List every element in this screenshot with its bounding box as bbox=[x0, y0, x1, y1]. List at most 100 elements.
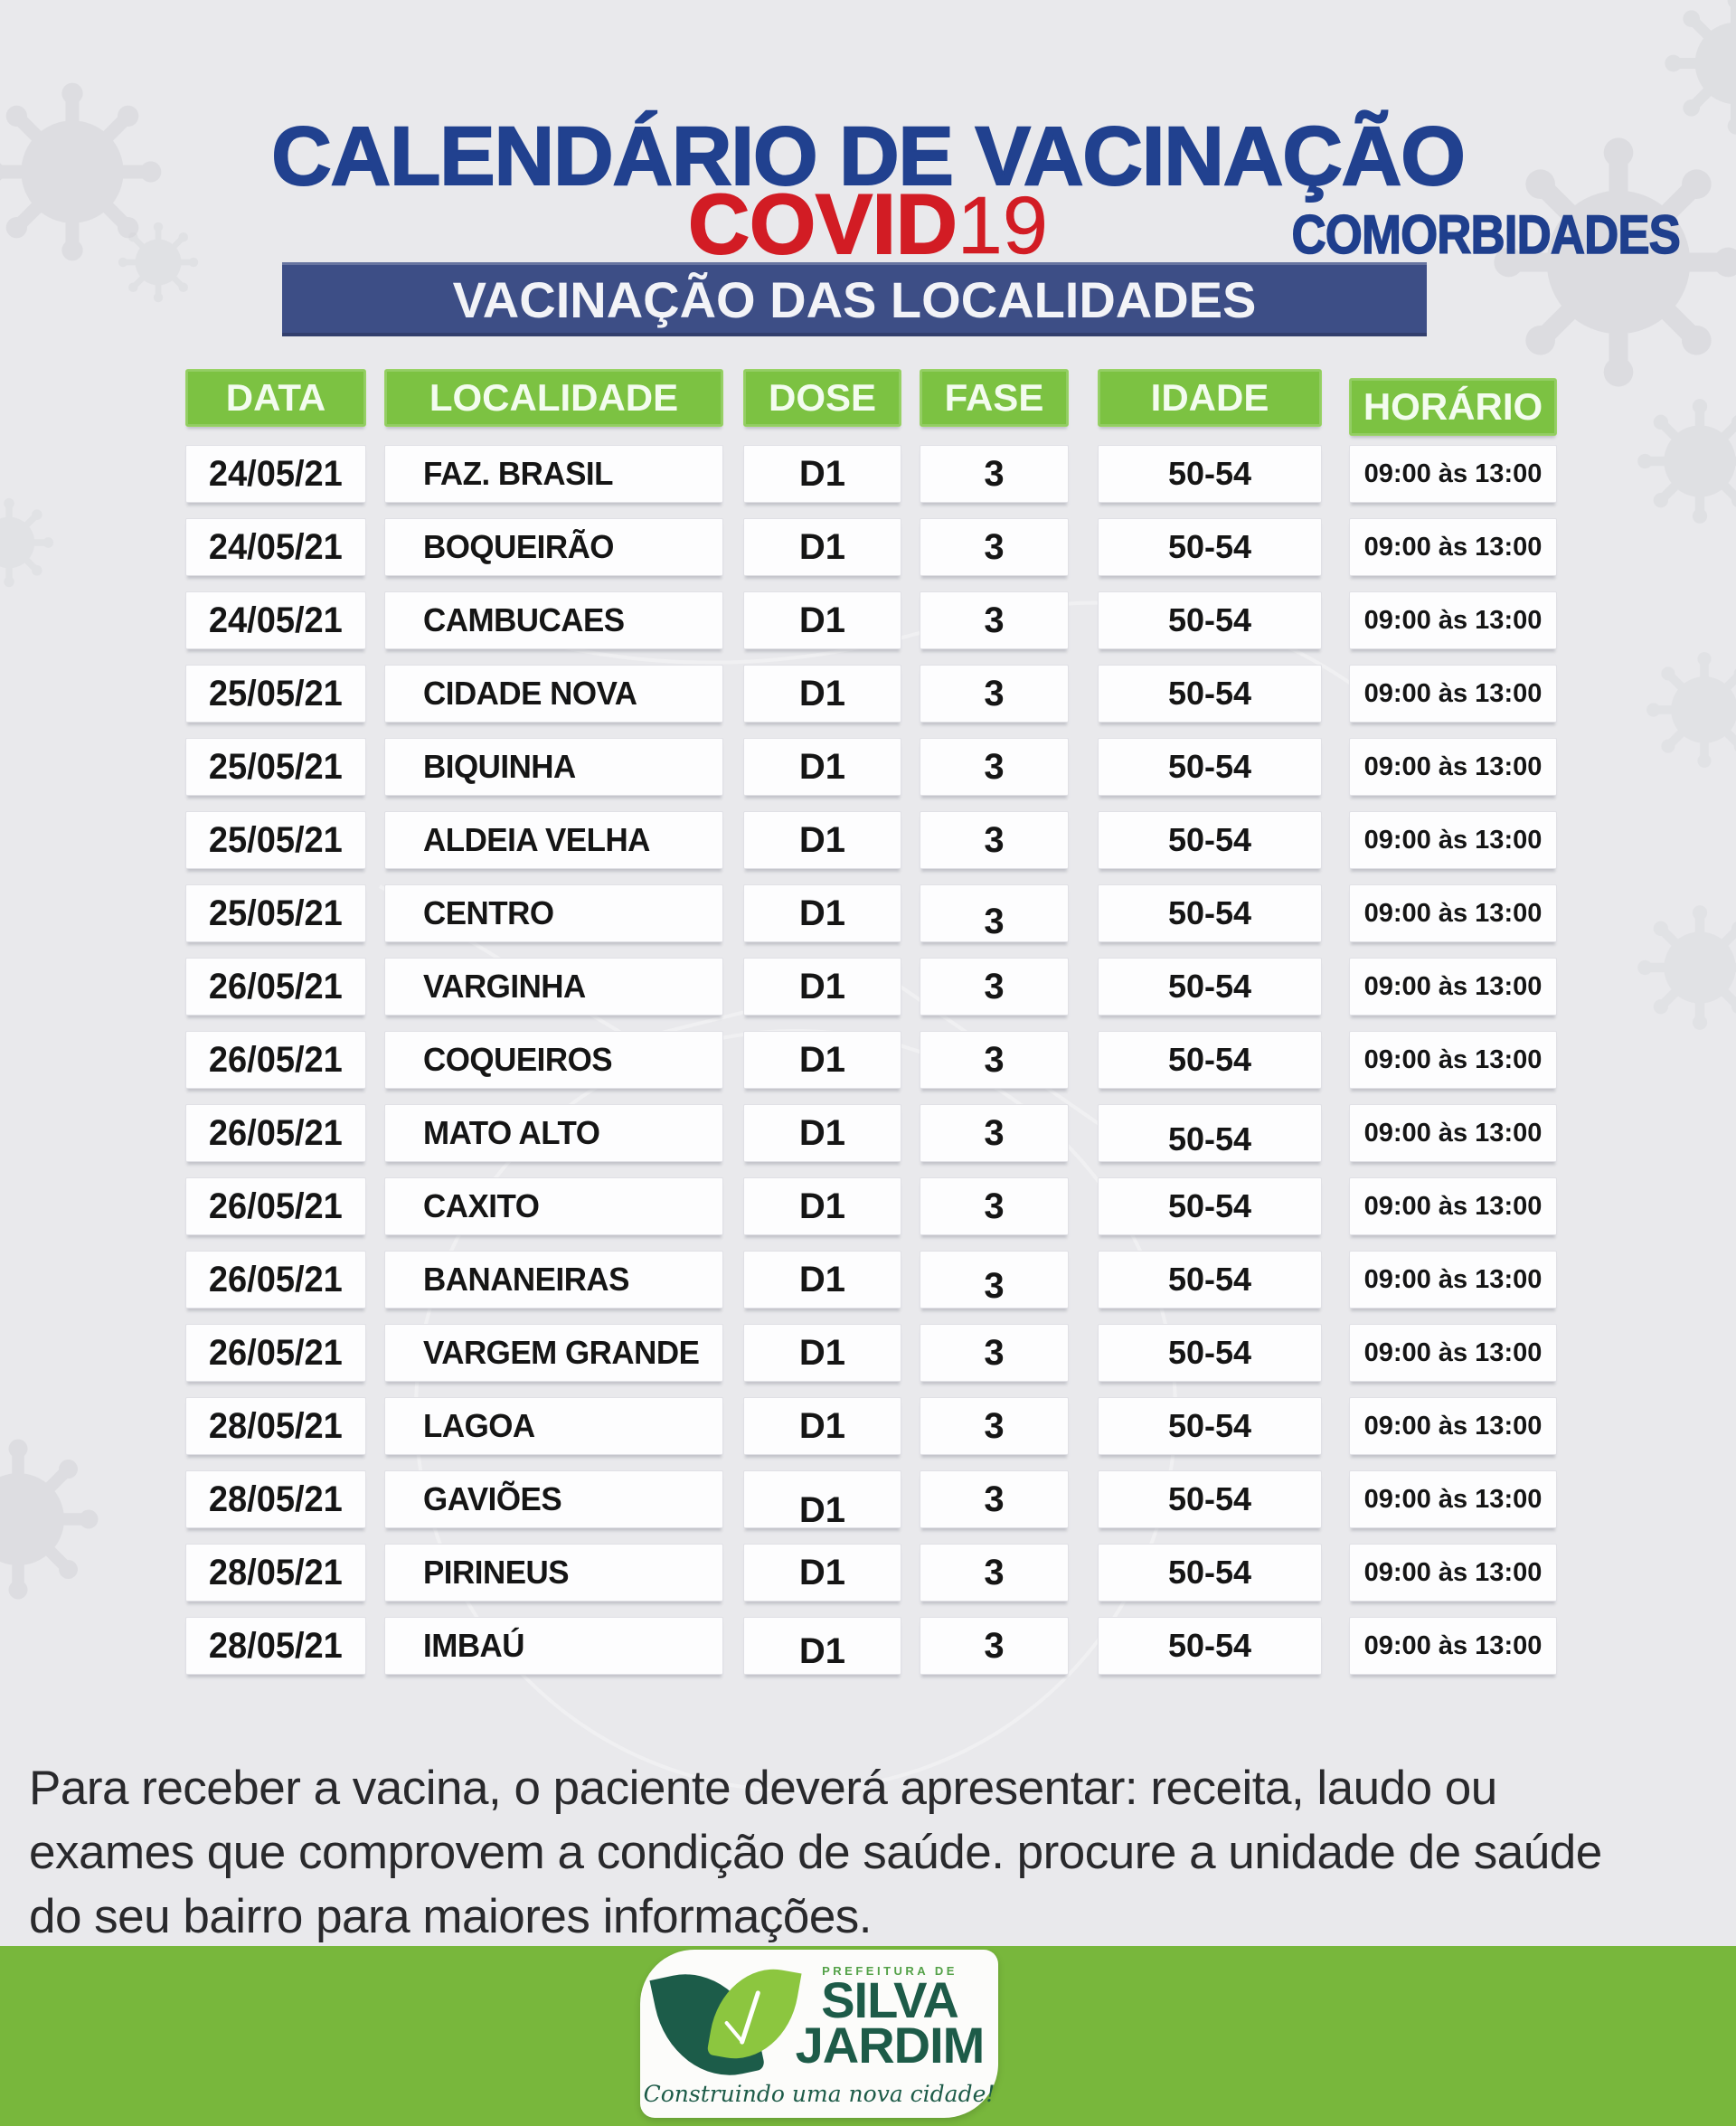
column-header-localidade: LOCALIDADE bbox=[384, 369, 723, 427]
cell-horario: 09:00 às 13:00 bbox=[1349, 1544, 1557, 1602]
cell-locality: LAGOA bbox=[384, 1397, 723, 1455]
city-name-line2: JARDIM bbox=[795, 2017, 986, 2074]
city-slogan: Construindo uma nova cidade! bbox=[643, 2081, 995, 2107]
cell-date: 25/05/21 bbox=[185, 738, 366, 796]
covid-number: 19 bbox=[957, 181, 1049, 271]
cell-locality: COQUEIROS bbox=[384, 1031, 723, 1089]
cell-dose: D1 bbox=[743, 958, 901, 1016]
cell-date: 28/05/21 bbox=[185, 1397, 366, 1455]
cell-idade: 50-54 bbox=[1098, 1544, 1322, 1602]
table-row: 25/05/21 CIDADE NOVA D1 3 50-54 09:00 às… bbox=[0, 665, 1736, 723]
cell-date: 28/05/21 bbox=[185, 1470, 366, 1528]
table-row: 24/05/21 CAMBUCAES D1 3 50-54 09:00 às 1… bbox=[0, 591, 1736, 649]
cell-dose: D1 bbox=[743, 518, 901, 576]
cell-fase: 3 bbox=[920, 1397, 1069, 1455]
cell-fase: 3 bbox=[920, 1544, 1069, 1602]
cell-date: 25/05/21 bbox=[185, 884, 366, 942]
cell-fase: 3 bbox=[920, 591, 1069, 649]
cell-dose: D1 bbox=[743, 1397, 901, 1455]
cell-fase: 3 bbox=[920, 1104, 1069, 1162]
cell-dose: D1 bbox=[743, 445, 901, 503]
cell-fase: 3 bbox=[920, 445, 1069, 503]
cell-locality: PIRINEUS bbox=[384, 1544, 723, 1602]
cell-horario: 09:00 às 13:00 bbox=[1349, 1104, 1557, 1162]
cell-locality: ALDEIA VELHA bbox=[384, 811, 723, 869]
cell-idade: 50-54 bbox=[1098, 591, 1322, 649]
table-row: 26/05/21 CAXITO D1 3 50-54 09:00 às 13:0… bbox=[0, 1177, 1736, 1235]
cell-dose: D1 bbox=[743, 591, 901, 649]
notice-line: exames que comprovem a condição de saúde… bbox=[29, 1826, 1602, 1879]
cell-dose: D1 bbox=[743, 1031, 901, 1089]
cell-dose: D1 bbox=[743, 1544, 901, 1602]
cell-idade: 50-54 bbox=[1098, 1251, 1322, 1309]
column-header-data: DATA bbox=[185, 369, 366, 427]
cell-fase: 3 bbox=[920, 1324, 1069, 1382]
section-banner: VACINAÇÃO DAS LOCALIDADES bbox=[282, 262, 1427, 336]
city-name-line1: SILVA bbox=[821, 1971, 959, 2028]
cell-locality: VARGINHA bbox=[384, 958, 723, 1016]
cell-idade: 50-54 bbox=[1098, 1177, 1322, 1235]
cell-fase: 3 bbox=[920, 1177, 1069, 1235]
cell-dose: D1 bbox=[743, 1470, 901, 1530]
cell-horario: 09:00 às 13:00 bbox=[1349, 1031, 1557, 1089]
cell-fase: 3 bbox=[920, 1251, 1069, 1309]
cell-locality: BIQUINHA bbox=[384, 738, 723, 796]
cell-idade: 50-54 bbox=[1098, 1397, 1322, 1455]
cell-date: 24/05/21 bbox=[185, 591, 366, 649]
cell-date: 24/05/21 bbox=[185, 518, 366, 576]
notice-line: Para receber a vacina, o paciente deverá… bbox=[29, 1762, 1497, 1815]
covid-subtitle: COVID19 bbox=[0, 181, 1736, 268]
table-row: 26/05/21 COQUEIROS D1 3 50-54 09:00 às 1… bbox=[0, 1031, 1736, 1089]
comorbidades-label: COMORBIDADES bbox=[1291, 204, 1682, 265]
table-row: 25/05/21 BIQUINHA D1 3 50-54 09:00 às 13… bbox=[0, 738, 1736, 796]
table-row: 24/05/21 BOQUEIRÃO D1 3 50-54 09:00 às 1… bbox=[0, 518, 1736, 576]
cell-locality: GAVIÕES bbox=[384, 1470, 723, 1528]
cell-date: 26/05/21 bbox=[185, 1104, 366, 1162]
cell-dose: D1 bbox=[743, 884, 901, 942]
cell-date: 26/05/21 bbox=[185, 1177, 366, 1235]
cell-horario: 09:00 às 13:00 bbox=[1349, 591, 1557, 649]
cell-fase: 3 bbox=[920, 1617, 1069, 1675]
cell-horario: 09:00 às 13:00 bbox=[1349, 884, 1557, 942]
table-row: 28/05/21 LAGOA D1 3 50-54 09:00 às 13:00 bbox=[0, 1397, 1736, 1455]
cell-idade: 50-54 bbox=[1098, 811, 1322, 869]
cell-dose: D1 bbox=[743, 1104, 901, 1162]
cell-dose: D1 bbox=[743, 1617, 901, 1675]
column-header-idade: IDADE bbox=[1098, 369, 1322, 427]
cell-dose: D1 bbox=[743, 811, 901, 869]
table-row: 25/05/21 ALDEIA VELHA D1 3 50-54 09:00 à… bbox=[0, 811, 1736, 869]
cell-fase: 3 bbox=[920, 958, 1069, 1016]
cell-horario: 09:00 às 13:00 bbox=[1349, 1617, 1557, 1675]
logo-text: PREFEITURA DE SILVA JARDIM bbox=[792, 1964, 987, 2074]
cell-idade: 50-54 bbox=[1098, 445, 1322, 503]
cell-date: 28/05/21 bbox=[185, 1544, 366, 1602]
cell-date: 26/05/21 bbox=[185, 1031, 366, 1089]
cell-idade: 50-54 bbox=[1098, 1324, 1322, 1382]
cell-idade: 50-54 bbox=[1098, 1104, 1322, 1162]
table-row: 25/05/21 CENTRO D1 3 50-54 09:00 às 13:0… bbox=[0, 884, 1736, 942]
cell-horario: 09:00 às 13:00 bbox=[1349, 1397, 1557, 1455]
cell-horario: 09:00 às 13:00 bbox=[1349, 738, 1557, 796]
cell-locality: BANANEIRAS bbox=[384, 1251, 723, 1309]
table-row: 28/05/21 GAVIÕES D1 3 50-54 09:00 às 13:… bbox=[0, 1470, 1736, 1530]
cell-locality: IMBAÚ bbox=[384, 1617, 723, 1675]
footer-band: PREFEITURA DE SILVA JARDIM Construindo u… bbox=[0, 1946, 1736, 2126]
prefeitura-label: PREFEITURA DE bbox=[822, 1964, 958, 1978]
leaf-logo-icon bbox=[649, 1960, 802, 2093]
notice-paragraph: Para receber a vacina, o paciente deverá… bbox=[29, 1756, 1602, 1949]
cell-horario: 09:00 às 13:00 bbox=[1349, 518, 1557, 576]
cell-horario: 09:00 às 13:00 bbox=[1349, 445, 1557, 503]
table-row: 26/05/21 BANANEIRAS D1 3 50-54 09:00 às … bbox=[0, 1251, 1736, 1309]
cell-dose: D1 bbox=[743, 1251, 901, 1309]
cell-horario: 09:00 às 13:00 bbox=[1349, 1470, 1557, 1528]
cell-horario: 09:00 às 13:00 bbox=[1349, 665, 1557, 723]
cell-idade: 50-54 bbox=[1098, 1617, 1322, 1675]
table-row: 26/05/21 MATO ALTO D1 3 50-54 09:00 às 1… bbox=[0, 1104, 1736, 1162]
cell-fase: 3 bbox=[920, 518, 1069, 576]
cell-dose: D1 bbox=[743, 738, 901, 796]
cell-fase: 3 bbox=[920, 1031, 1069, 1089]
page-title: CALENDÁRIO DE VACINAÇÃO bbox=[270, 109, 1467, 203]
cell-locality: CENTRO bbox=[384, 884, 723, 942]
column-header-dose: DOSE bbox=[743, 369, 901, 427]
banner-label: VACINAÇÃO DAS LOCALIDADES bbox=[452, 270, 1257, 328]
